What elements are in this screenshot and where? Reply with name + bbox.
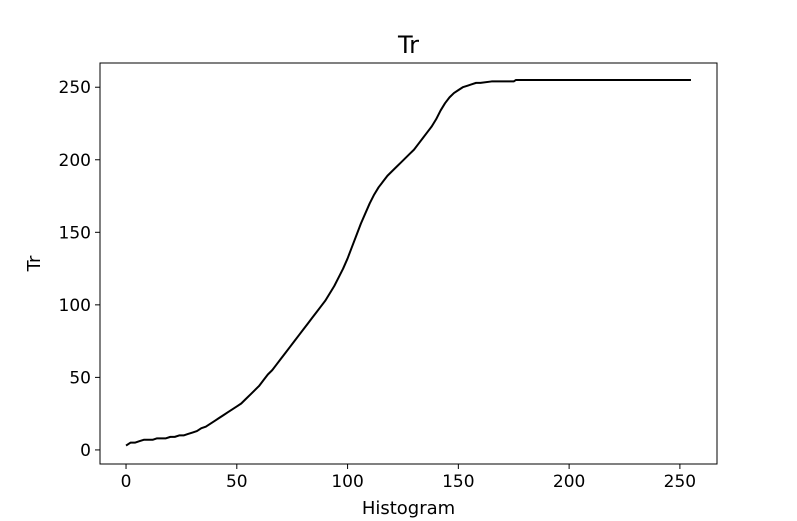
y-tick-label: 50 <box>69 368 91 388</box>
y-tick-label: 250 <box>59 78 91 98</box>
y-tick-label: 150 <box>59 223 91 243</box>
x-tick-label: 100 <box>331 472 363 492</box>
plot-frame <box>99 62 718 465</box>
x-tick-label: 200 <box>553 472 585 492</box>
x-tick-label: 0 <box>121 472 132 492</box>
series-line-1 <box>125 78 691 447</box>
y-tick-label: 100 <box>59 296 91 316</box>
plot-area: 0 50 100 150 200 250 0 50 100 150 200 250 <box>59 62 718 492</box>
x-tick-label: 150 <box>442 472 474 492</box>
x-axis-label: Histogram <box>362 498 455 519</box>
y-tick-label: 0 <box>80 441 91 461</box>
chart-title: Tr <box>397 31 419 59</box>
x-tick-label: 250 <box>664 472 696 492</box>
y-tick-label: 200 <box>59 151 91 171</box>
x-tick-label: 50 <box>226 472 248 492</box>
y-axis-label: Tr <box>24 255 45 272</box>
